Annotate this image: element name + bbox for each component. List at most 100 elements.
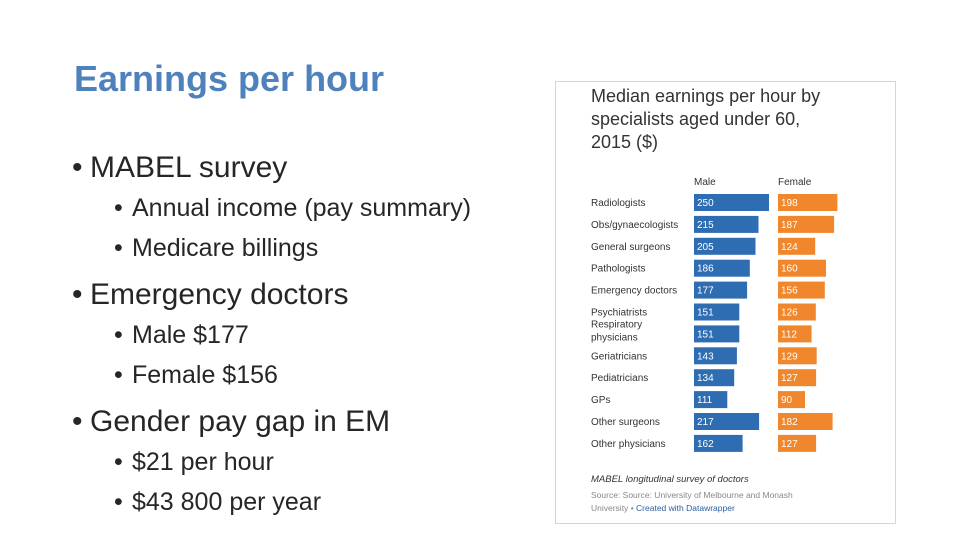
bar-female xyxy=(778,215,835,233)
value-label-male: 151 xyxy=(697,308,714,319)
sub-bullet-text: Male $177 xyxy=(132,321,249,349)
chart-row: Respiratory physicians 151 112 xyxy=(591,319,812,343)
value-label-female: 124 xyxy=(781,242,798,253)
bar-male xyxy=(694,281,748,299)
chart-title-line: Median earnings per hour by xyxy=(591,86,820,106)
bar-male xyxy=(694,369,735,387)
chart-row: Radiologists 250 198 xyxy=(591,194,838,211)
chart-row: Geriatricians 143 129 xyxy=(591,347,817,365)
bar-male xyxy=(694,215,759,233)
chart-rows: Radiologists 250 198 Obs/gynaecologists 215 1… xyxy=(591,194,838,452)
chart-title: Median earnings per hour by specialists a… xyxy=(591,86,820,152)
sub-bullet-text: Annual income (pay summary) xyxy=(132,194,472,222)
chart-source-separator: • xyxy=(631,503,634,513)
bullet-text: Gender pay gap in EM xyxy=(90,405,391,438)
chart-source: Source: Source: University of Melbourne … xyxy=(591,490,793,500)
category-label: General surgeons xyxy=(591,242,671,253)
value-label-male: 205 xyxy=(697,242,714,253)
chart-row: GPs 111 90 xyxy=(591,391,805,409)
bullet-list: • MABEL survey • Annual income (pay summar… xyxy=(72,148,542,529)
category-label: Other surgeons xyxy=(591,417,660,428)
sub-bullet-item: • Female $156 xyxy=(114,361,278,389)
bullet-item: • MABEL survey xyxy=(72,151,288,184)
value-label-female: 156 xyxy=(781,286,798,297)
value-label-male: 134 xyxy=(697,373,714,384)
sub-bullet-item: • Male $177 xyxy=(114,321,249,349)
bar-male xyxy=(694,391,728,409)
bar-female xyxy=(778,303,816,321)
bar-female xyxy=(778,391,805,409)
bar-female xyxy=(778,413,833,430)
chart-note: MABEL longitudinal survey of doctors xyxy=(591,474,749,485)
bar-female xyxy=(778,347,817,365)
category-label: Other physicians xyxy=(591,439,665,450)
bar-male xyxy=(694,194,769,211)
bar-male xyxy=(694,237,756,255)
sub-bullet-text: Female $156 xyxy=(132,361,278,389)
value-label-female: 129 xyxy=(781,351,798,362)
legend-column-headers: Male Female xyxy=(694,177,812,188)
chart-row: Other surgeons 217 182 xyxy=(591,413,833,430)
bullet-text: MABEL survey xyxy=(90,151,288,184)
value-label-male: 162 xyxy=(697,439,714,450)
category-label: Psychiatrists xyxy=(591,308,647,319)
sub-bullet-text: $43 800 per year xyxy=(132,488,322,516)
value-label-female: 126 xyxy=(781,308,798,319)
chart-row: Psychiatrists 151 126 xyxy=(591,303,816,321)
value-label-male: 186 xyxy=(697,264,714,275)
bar-female xyxy=(778,281,825,299)
chart-row: General surgeons 205 124 xyxy=(591,237,816,255)
category-label: Obs/gynaecologists xyxy=(591,220,678,231)
bar-female xyxy=(778,325,812,343)
bullet-group-mabel: • MABEL survey • Annual income (pay summar… xyxy=(72,148,542,268)
bar-male xyxy=(694,434,743,452)
value-label-female: 187 xyxy=(781,220,798,231)
value-label-female: 160 xyxy=(781,264,798,275)
value-label-female: 127 xyxy=(781,373,798,384)
bullet-text: Emergency doctors xyxy=(90,278,349,311)
value-label-male: 111 xyxy=(697,395,713,406)
chart-title-line: specialists aged under 60, xyxy=(591,109,800,129)
chart-title-line: 2015 ($) xyxy=(591,132,658,152)
value-label-female: 182 xyxy=(781,417,798,428)
value-label-female: 127 xyxy=(781,439,798,450)
category-label: Emergency doctors xyxy=(591,286,677,297)
bar-female xyxy=(778,237,816,255)
value-label-male: 217 xyxy=(697,417,714,428)
bullet-group-emergency: • Emergency doctors • Male $177 • Female $1… xyxy=(72,275,542,395)
sub-bullet-item: • $43 800 per year xyxy=(114,488,322,516)
category-label: Geriatricians xyxy=(591,351,647,362)
chart-row: Pediatricians 134 127 xyxy=(591,369,817,387)
bullet-item: • Gender pay gap in EM xyxy=(72,405,391,438)
sub-bullet-item: • $21 per hour xyxy=(114,448,274,476)
chart-source-line-2: University • Created with Datawrapper xyxy=(591,503,735,513)
value-label-male: 151 xyxy=(697,329,714,340)
value-label-female: 112 xyxy=(781,329,797,340)
value-label-male: 215 xyxy=(697,220,714,231)
bar-male xyxy=(694,413,760,430)
chart-row: Emergency doctors 177 156 xyxy=(591,281,825,299)
bar-male xyxy=(694,347,737,365)
datawrapper-link[interactable]: Created with Datawrapper xyxy=(636,503,735,513)
value-label-male: 250 xyxy=(697,198,714,209)
sub-bullet-text: Medicare billings xyxy=(132,234,319,262)
value-label-female: 198 xyxy=(781,198,798,209)
chart-row: Obs/gynaecologists 215 187 xyxy=(591,215,835,233)
bar-female xyxy=(778,434,817,452)
bar-male xyxy=(694,303,740,321)
value-label-male: 143 xyxy=(697,351,714,362)
category-label: Pediatricians xyxy=(591,373,648,384)
sub-bullet-text: $21 per hour xyxy=(132,448,274,476)
value-label-female: 90 xyxy=(781,395,793,406)
bar-female xyxy=(778,259,826,277)
bar-female xyxy=(778,369,817,387)
bar-male xyxy=(694,325,740,343)
category-label: GPs xyxy=(591,395,610,406)
series-header-male: Male xyxy=(694,177,716,188)
category-label: Radiologists xyxy=(591,198,645,209)
slide-title: Earnings per hour xyxy=(74,58,385,99)
value-label-male: 177 xyxy=(697,286,714,297)
series-header-female: Female xyxy=(778,177,812,188)
bar-male xyxy=(694,259,750,277)
chart-source-institution: University xyxy=(591,503,629,513)
